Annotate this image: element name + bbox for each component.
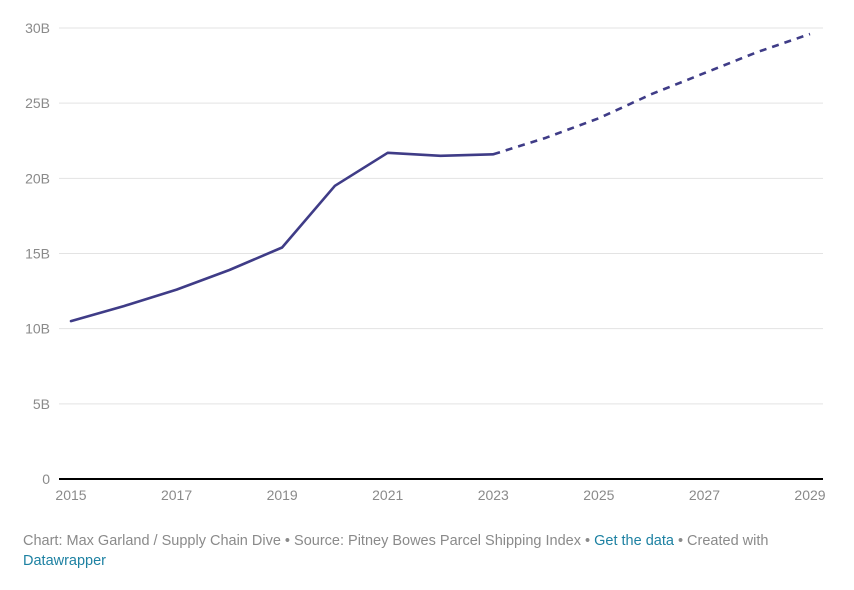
x-tick-label: 2027 bbox=[689, 487, 720, 503]
y-tick-label: 5B bbox=[33, 396, 50, 412]
footer-credit-text: Chart: Max Garland / Supply Chain Dive •… bbox=[23, 533, 595, 549]
series-lines bbox=[69, 32, 811, 323]
y-tick-label: 25B bbox=[25, 95, 50, 111]
chart-footer: Chart: Max Garland / Supply Chain Dive •… bbox=[23, 531, 833, 571]
y-axis-tick-labels: 0 5B 10B 15B 20B 25B 30B bbox=[25, 20, 50, 487]
x-axis-tick-labels: 2015 2017 2019 2021 2023 2025 2027 2029 bbox=[55, 487, 825, 503]
x-tick-label: 2021 bbox=[372, 487, 403, 503]
datawrapper-link[interactable]: Datawrapper bbox=[23, 553, 107, 569]
y-tick-label: 30B bbox=[25, 20, 50, 36]
x-tick-label: 2019 bbox=[267, 487, 298, 503]
x-tick-label: 2017 bbox=[161, 487, 192, 503]
gridlines bbox=[59, 27, 823, 405]
x-tick-label: 2023 bbox=[478, 487, 509, 503]
x-tick-label: 2025 bbox=[583, 487, 614, 503]
y-tick-label: 20B bbox=[25, 170, 50, 186]
get-the-data-link[interactable]: Get the data bbox=[594, 533, 674, 549]
y-tick-label: 10B bbox=[25, 321, 50, 337]
actual-line bbox=[69, 151, 495, 323]
y-tick-label: 0 bbox=[42, 471, 50, 487]
x-tick-label: 2029 bbox=[794, 487, 825, 503]
x-tick-label: 2015 bbox=[55, 487, 86, 503]
y-tick-label: 15B bbox=[25, 246, 50, 262]
forecast-line-dashed bbox=[492, 32, 811, 156]
footer-created-with-text: • Created with bbox=[673, 533, 769, 549]
